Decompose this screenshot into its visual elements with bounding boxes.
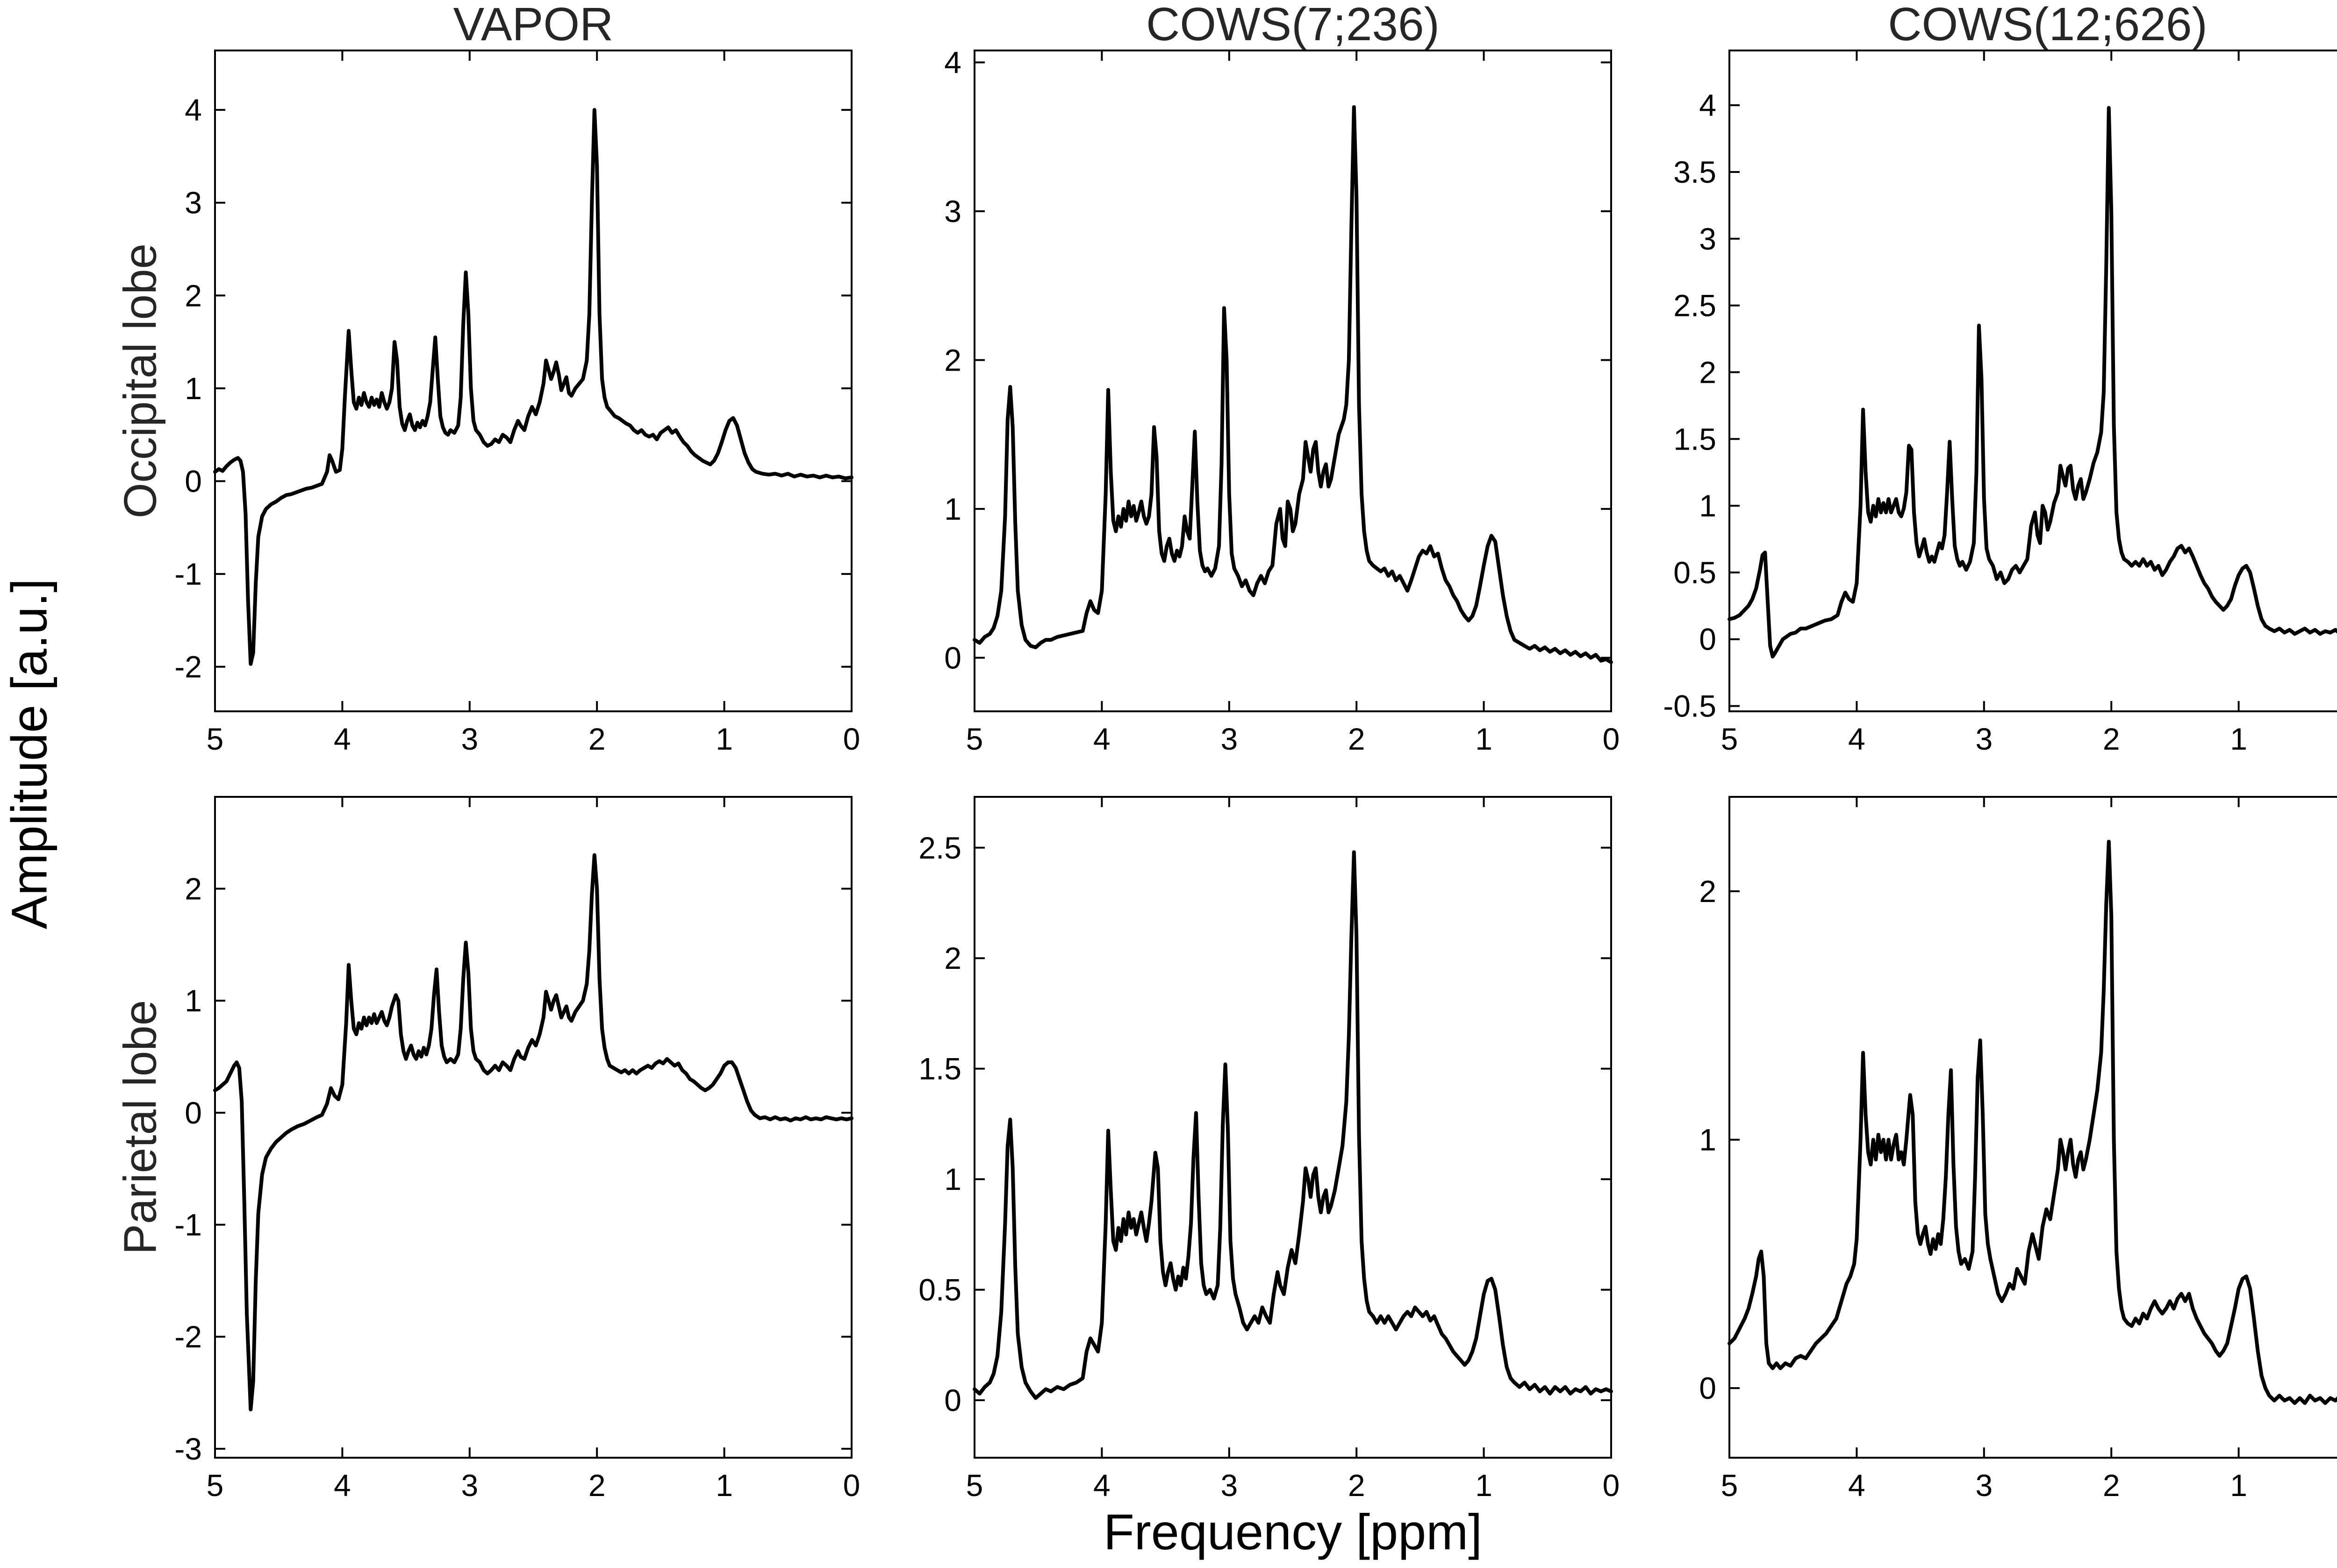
y-tick-label: 2 — [185, 278, 202, 313]
spectrum-trace-parietal-cows-7-236 — [973, 850, 1613, 1400]
x-tick-label: 3 — [1975, 722, 1993, 756]
x-tick-label: 3 — [461, 722, 478, 756]
x-tick-label: 5 — [966, 722, 983, 756]
y-tick-label: 4 — [944, 45, 961, 79]
y-tick-label: 2 — [1699, 874, 1716, 909]
spectrum-trace-occipital-vapor — [213, 108, 853, 666]
x-tick-label: 2 — [588, 722, 606, 756]
x-tick-label: 3 — [1220, 722, 1238, 756]
x-tick-label: 3 — [1975, 1468, 1993, 1503]
axes-box — [974, 796, 1612, 1459]
y-tick-label: 0 — [944, 1383, 961, 1418]
column-title-vapor: VAPOR — [453, 0, 614, 50]
x-tick-label: 3 — [1220, 1468, 1238, 1503]
x-tick-label: 1 — [1475, 1468, 1492, 1503]
y-tick-label: 1.5 — [918, 1052, 961, 1086]
y-tick-label: -3 — [174, 1432, 202, 1466]
y-tick-label: 3.5 — [1673, 155, 1716, 189]
y-tick-label: -1 — [174, 1208, 202, 1242]
y-tick-label: 0 — [944, 640, 961, 675]
y-tick-label: 1.5 — [1673, 422, 1716, 456]
spectrum-trace-occipital-cows-7-236 — [973, 105, 1613, 664]
axes-box — [974, 50, 1612, 712]
x-tick-label: 2 — [2103, 1468, 2120, 1503]
x-tick-label: 1 — [716, 722, 733, 756]
y-tick-label: 1 — [1699, 1123, 1716, 1157]
y-tick-label: 0.5 — [918, 1273, 961, 1307]
y-tick-label: 0 — [1699, 1371, 1716, 1405]
x-tick-label: 5 — [1721, 722, 1738, 756]
spectrum-trace-parietal-vapor — [213, 853, 853, 1411]
x-tick-label: 2 — [2103, 722, 2120, 756]
y-tick-label: -0.5 — [1663, 689, 1716, 723]
x-tick-label: 2 — [1348, 1468, 1365, 1503]
y-tick-label: 3 — [1699, 222, 1716, 256]
axes-box — [1728, 796, 2337, 1459]
x-tick-label: 2 — [588, 1468, 606, 1503]
x-tick-label: 4 — [1093, 1468, 1111, 1503]
x-tick-label: 4 — [334, 722, 351, 756]
x-tick-label: 0 — [1603, 722, 1620, 756]
y-tick-label: -1 — [174, 557, 202, 591]
y-tick-label: 4 — [1699, 88, 1716, 122]
axes-box — [214, 50, 853, 712]
y-tick-label: 0 — [185, 1095, 202, 1130]
x-tick-label: 4 — [1848, 722, 1865, 756]
y-tick-label: 2 — [1699, 355, 1716, 389]
y-tick-label: 2 — [185, 872, 202, 906]
axes-box — [1728, 50, 2337, 712]
x-tick-label: 1 — [2230, 722, 2247, 756]
y-tick-label: 0.5 — [1673, 555, 1716, 590]
y-tick-label: 1 — [185, 371, 202, 406]
y-tick-label: 0 — [185, 464, 202, 498]
y-tick-label: 1 — [944, 1162, 961, 1196]
y-tick-label: 3 — [185, 186, 202, 220]
y-tick-label: 1 — [1699, 488, 1716, 523]
x-tick-label: 1 — [716, 1468, 733, 1503]
y-tick-label: 1 — [185, 983, 202, 1018]
y-tick-label: 1 — [944, 492, 961, 526]
y-tick-label: 2.5 — [1673, 288, 1716, 323]
y-tick-label: -2 — [174, 1319, 202, 1354]
y-tick-label: 2 — [944, 343, 961, 377]
x-tick-label: 5 — [966, 1468, 983, 1503]
y-tick-label: 2.5 — [918, 831, 961, 865]
x-tick-label: 0 — [843, 722, 860, 756]
x-tick-label: 1 — [2230, 1468, 2247, 1503]
y-tick-label: 0 — [1699, 622, 1716, 657]
y-tick-label: 2 — [944, 941, 961, 975]
x-tick-label: 0 — [1603, 1468, 1620, 1503]
x-tick-label: 2 — [1348, 722, 1365, 756]
x-tick-label: 5 — [207, 1468, 224, 1503]
x-tick-label: 5 — [207, 722, 224, 756]
x-axis-label: Frequency [ppm] — [1103, 1504, 1483, 1560]
x-tick-label: 4 — [334, 1468, 351, 1503]
column-title-cows-7-236: COWS(7;236) — [1146, 0, 1440, 50]
x-tick-label: 5 — [1721, 1468, 1738, 1503]
column-title-cows-12-626: COWS(12;626) — [1888, 0, 2208, 50]
x-tick-label: 3 — [461, 1468, 478, 1503]
y-tick-label: -2 — [174, 650, 202, 684]
axes-box — [214, 796, 853, 1459]
y-tick-label: 4 — [185, 93, 202, 127]
y-tick-label: 3 — [944, 194, 961, 229]
x-tick-label: 0 — [843, 1468, 860, 1503]
x-tick-label: 4 — [1093, 722, 1111, 756]
x-tick-label: 4 — [1848, 1468, 1865, 1503]
spectrum-trace-occipital-cows-12-626 — [1728, 106, 2337, 659]
spectrum-trace-parietal-cows-12-626 — [1728, 839, 2337, 1405]
x-tick-label: 1 — [1475, 722, 1492, 756]
